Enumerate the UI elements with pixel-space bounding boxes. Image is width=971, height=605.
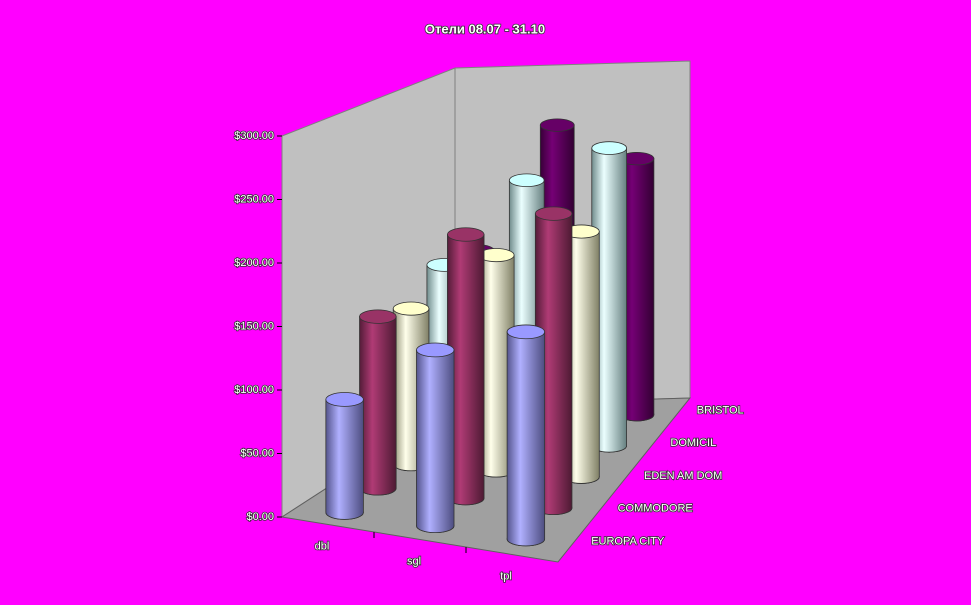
bar-top <box>539 118 575 132</box>
series-label: BRISTOL <box>697 404 744 416</box>
y-tick-label: $100.00 <box>234 384 274 396</box>
x-tick-label: tpl <box>500 570 512 582</box>
y-tick-label: $200.00 <box>234 257 274 269</box>
series-label: DOMICIL <box>670 437 716 449</box>
chart-title: Отели 08.07 - 31.10 <box>425 21 545 36</box>
bar-top <box>506 324 546 340</box>
bar <box>416 349 455 533</box>
bar-top <box>392 301 430 316</box>
y-tick-label: $50.00 <box>240 447 274 459</box>
y-tick-label: $250.00 <box>234 193 274 205</box>
bar <box>359 316 397 496</box>
y-tick-label: $150.00 <box>234 320 274 332</box>
y-tick-label: $300.00 <box>234 130 274 142</box>
bar-top <box>447 227 485 242</box>
x-tick-label: sgl <box>407 555 421 567</box>
bar-top <box>359 309 397 324</box>
bar-top <box>508 173 545 188</box>
bar-top <box>591 141 627 155</box>
bar-top <box>534 206 573 221</box>
series-label: EDEN AM DOM <box>644 470 722 482</box>
series-label: EUROPA CITY <box>591 536 665 548</box>
bar-top <box>325 392 364 407</box>
bar-top <box>416 342 455 358</box>
x-tick-label: dbl <box>315 540 330 552</box>
y-tick-label: $0.00 <box>246 511 274 523</box>
bar <box>325 399 364 520</box>
bar <box>506 331 546 547</box>
series-label: COMMODORE <box>618 503 693 515</box>
